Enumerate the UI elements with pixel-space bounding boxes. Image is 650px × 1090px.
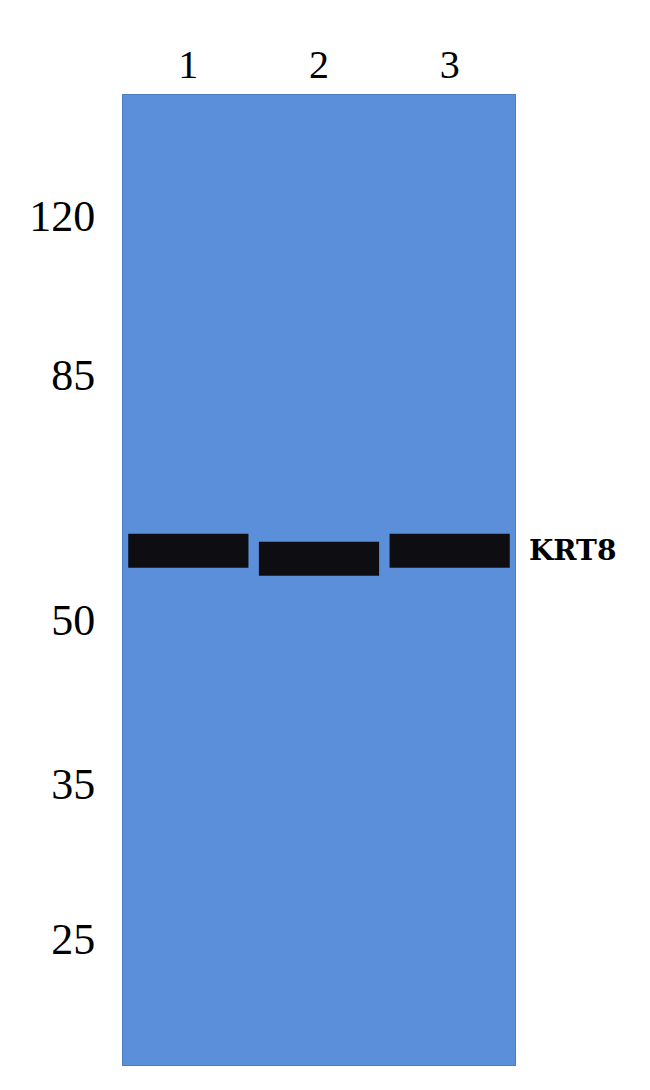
svg-text:85: 85	[51, 351, 95, 400]
svg-text:25: 25	[51, 915, 95, 964]
svg-text:2: 2	[309, 42, 329, 87]
svg-text:50: 50	[51, 596, 95, 645]
svg-text:120: 120	[29, 192, 95, 241]
svg-text:35: 35	[51, 760, 95, 809]
svg-text:KRT8: KRT8	[529, 534, 616, 567]
svg-text:3: 3	[440, 42, 460, 87]
svg-text:1: 1	[178, 42, 198, 87]
